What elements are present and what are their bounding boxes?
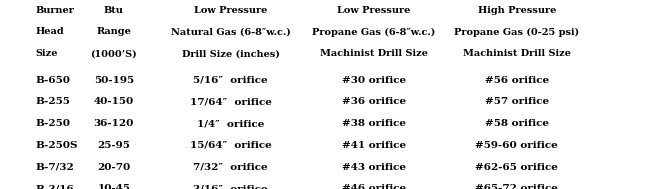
Text: Size: Size	[36, 49, 58, 58]
Text: 20-70: 20-70	[97, 163, 131, 172]
Text: 5/16″  orifice: 5/16″ orifice	[194, 76, 268, 85]
Text: 36-120: 36-120	[94, 119, 134, 128]
Text: 10-45: 10-45	[98, 184, 130, 189]
Text: Machinist Drill Size: Machinist Drill Size	[463, 49, 571, 58]
Text: (1000’S): (1000’S)	[90, 49, 137, 58]
Text: #59-60 orifice: #59-60 orifice	[475, 141, 558, 150]
Text: Low Pressure: Low Pressure	[194, 6, 267, 15]
Text: B-650: B-650	[36, 76, 71, 85]
Text: 17/64″  orifice: 17/64″ orifice	[190, 97, 272, 106]
Text: Range: Range	[96, 27, 131, 36]
Text: #46 orifice: #46 orifice	[342, 184, 406, 189]
Text: #57 orifice: #57 orifice	[485, 97, 549, 106]
Text: #65-72 orifice: #65-72 orifice	[475, 184, 558, 189]
Text: B-255: B-255	[36, 97, 71, 106]
Text: #36 orifice: #36 orifice	[342, 97, 406, 106]
Text: 7/32″  orifice: 7/32″ orifice	[194, 163, 268, 172]
Text: Propane Gas (0-25 psi): Propane Gas (0-25 psi)	[454, 27, 579, 36]
Text: B-3/16: B-3/16	[36, 184, 75, 189]
Text: #58 orifice: #58 orifice	[485, 119, 549, 128]
Text: Natural Gas (6-8″w.c.): Natural Gas (6-8″w.c.)	[171, 27, 291, 36]
Text: Machinist Drill Size: Machinist Drill Size	[320, 49, 428, 58]
Text: #43 orifice: #43 orifice	[342, 163, 406, 172]
Text: B-7/32: B-7/32	[36, 163, 75, 172]
Text: Burner: Burner	[36, 6, 75, 15]
Text: #56 orifice: #56 orifice	[485, 76, 549, 85]
Text: #62-65 orifice: #62-65 orifice	[475, 163, 558, 172]
Text: 40-150: 40-150	[94, 97, 134, 106]
Text: Propane Gas (6-8″w.c.): Propane Gas (6-8″w.c.)	[312, 27, 436, 36]
Text: Btu: Btu	[104, 6, 124, 15]
Text: #30 orifice: #30 orifice	[342, 76, 406, 85]
Text: B-250: B-250	[36, 119, 71, 128]
Text: High Pressure: High Pressure	[478, 6, 556, 15]
Text: Low Pressure: Low Pressure	[337, 6, 410, 15]
Text: B-250S: B-250S	[36, 141, 78, 150]
Text: 15/64″  orifice: 15/64″ orifice	[190, 141, 272, 150]
Text: #38 orifice: #38 orifice	[342, 119, 406, 128]
Text: Head: Head	[36, 27, 64, 36]
Text: 3/16″  orifice: 3/16″ orifice	[194, 184, 268, 189]
Text: 50-195: 50-195	[94, 76, 134, 85]
Text: #41 orifice: #41 orifice	[342, 141, 406, 150]
Text: 25-95: 25-95	[98, 141, 130, 150]
Text: Drill Size (inches): Drill Size (inches)	[182, 49, 280, 58]
Text: 1/4″  orifice: 1/4″ orifice	[197, 119, 265, 128]
